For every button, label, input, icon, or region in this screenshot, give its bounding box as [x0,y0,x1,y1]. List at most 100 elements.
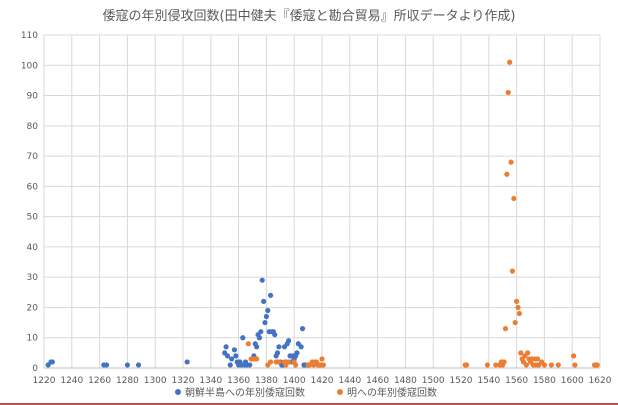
point-korea [223,344,229,350]
point-ming [525,350,531,356]
point-ming [594,362,600,368]
y-tick-label: 90 [27,92,39,102]
y-tick-label: 70 [27,152,39,162]
x-tick-label: 1260 [88,376,111,386]
chart-title: 倭寇の年別侵攻回数(田中健夫『倭寇と勘合貿易』所収データより作成) [103,8,516,24]
x-tick-label: 1380 [255,376,278,386]
point-ming [572,362,578,368]
x-tick-label: 1340 [199,376,222,386]
grid [43,34,601,369]
y-tick-label: 30 [27,273,39,283]
point-korea [184,359,190,365]
y-tick-label: 40 [27,243,39,253]
legend: 朝鮮半島への年別倭寇回数 明への年別倭寇回数 [175,386,437,399]
point-ming [523,362,529,368]
point-korea [135,362,142,368]
point-ming [484,362,491,368]
x-tick-label: 1620 [589,376,612,386]
legend-label-korea: 朝鮮半島への年別倭寇回数 [185,386,305,399]
point-ming [570,353,577,359]
point-ming [245,341,251,347]
data-points [45,59,600,368]
point-ming [504,171,510,177]
point-ming [511,195,517,202]
point-ming [555,362,561,368]
point-korea [274,350,281,356]
axes: 1220 1240 1260 1280 1300 1320 1340 1360 1380 1400… [21,31,612,386]
point-korea [294,350,300,356]
point-ming [319,356,325,362]
point-korea [231,347,238,353]
legend-label-ming: 明への年別倭寇回数 [347,386,437,399]
point-ming [514,298,520,304]
x-tick-label: 1400 [283,376,306,386]
y-tick-label: 20 [27,303,39,313]
point-ming [508,159,514,165]
point-ming [501,359,507,365]
point-ming [515,304,521,311]
point-korea [263,313,269,320]
point-korea [233,353,239,359]
point-korea [265,307,271,314]
point-ming [534,356,541,362]
x-tick-label: 1420 [311,376,334,386]
point-ming [254,356,260,362]
point-korea [267,292,274,298]
point-korea [286,338,292,344]
x-tick-label: 1560 [505,376,528,386]
x-tick-label: 1520 [450,376,473,386]
point-ming [463,362,470,368]
x-tick-label: 1540 [477,376,500,386]
legend-marker-korea [175,389,181,395]
point-korea [299,326,306,332]
x-tick-label: 1600 [561,376,584,386]
legend-marker-ming [337,389,343,395]
y-tick-label: 10 [27,334,39,344]
point-ming [541,362,548,368]
x-tick-label: 1360 [227,376,250,386]
point-ming [509,268,516,274]
point-korea [103,362,110,368]
point-korea [256,335,263,341]
x-tick-label: 1240 [60,376,83,386]
point-korea [258,329,264,335]
x-tick-label: 1460 [366,376,389,386]
point-ming [276,359,282,365]
point-ming [512,319,518,326]
x-tick-label: 1220 [33,376,56,386]
x-tick-label: 1300 [144,376,167,386]
y-tick-label: 80 [27,122,39,132]
y-tick-label: 100 [21,61,38,71]
point-ming [507,59,513,65]
x-tick-label: 1480 [394,376,417,386]
point-korea [240,335,246,341]
point-korea [229,356,235,362]
y-tick-label: 110 [21,31,38,41]
point-ming [320,362,326,368]
point-korea [261,298,267,304]
point-ming [518,350,524,356]
x-tick-label: 1280 [116,376,139,386]
point-korea [259,277,265,283]
point-korea [124,362,130,368]
point-korea [254,344,260,350]
point-korea [276,344,282,350]
point-korea [298,344,304,350]
point-korea [247,362,253,368]
y-tick-label: 50 [27,213,39,223]
x-tick-label: 1580 [533,376,556,386]
point-korea [262,319,268,326]
point-ming [505,89,511,96]
point-ming [493,362,499,368]
bottom-border [0,403,618,405]
y-tick-label: 0 [32,364,38,374]
point-ming [267,359,274,365]
x-tick-label: 1440 [338,376,361,386]
point-ming [502,326,509,332]
point-ming [516,310,522,317]
point-korea [224,353,231,359]
point-korea [272,332,278,338]
point-ming [548,362,554,368]
